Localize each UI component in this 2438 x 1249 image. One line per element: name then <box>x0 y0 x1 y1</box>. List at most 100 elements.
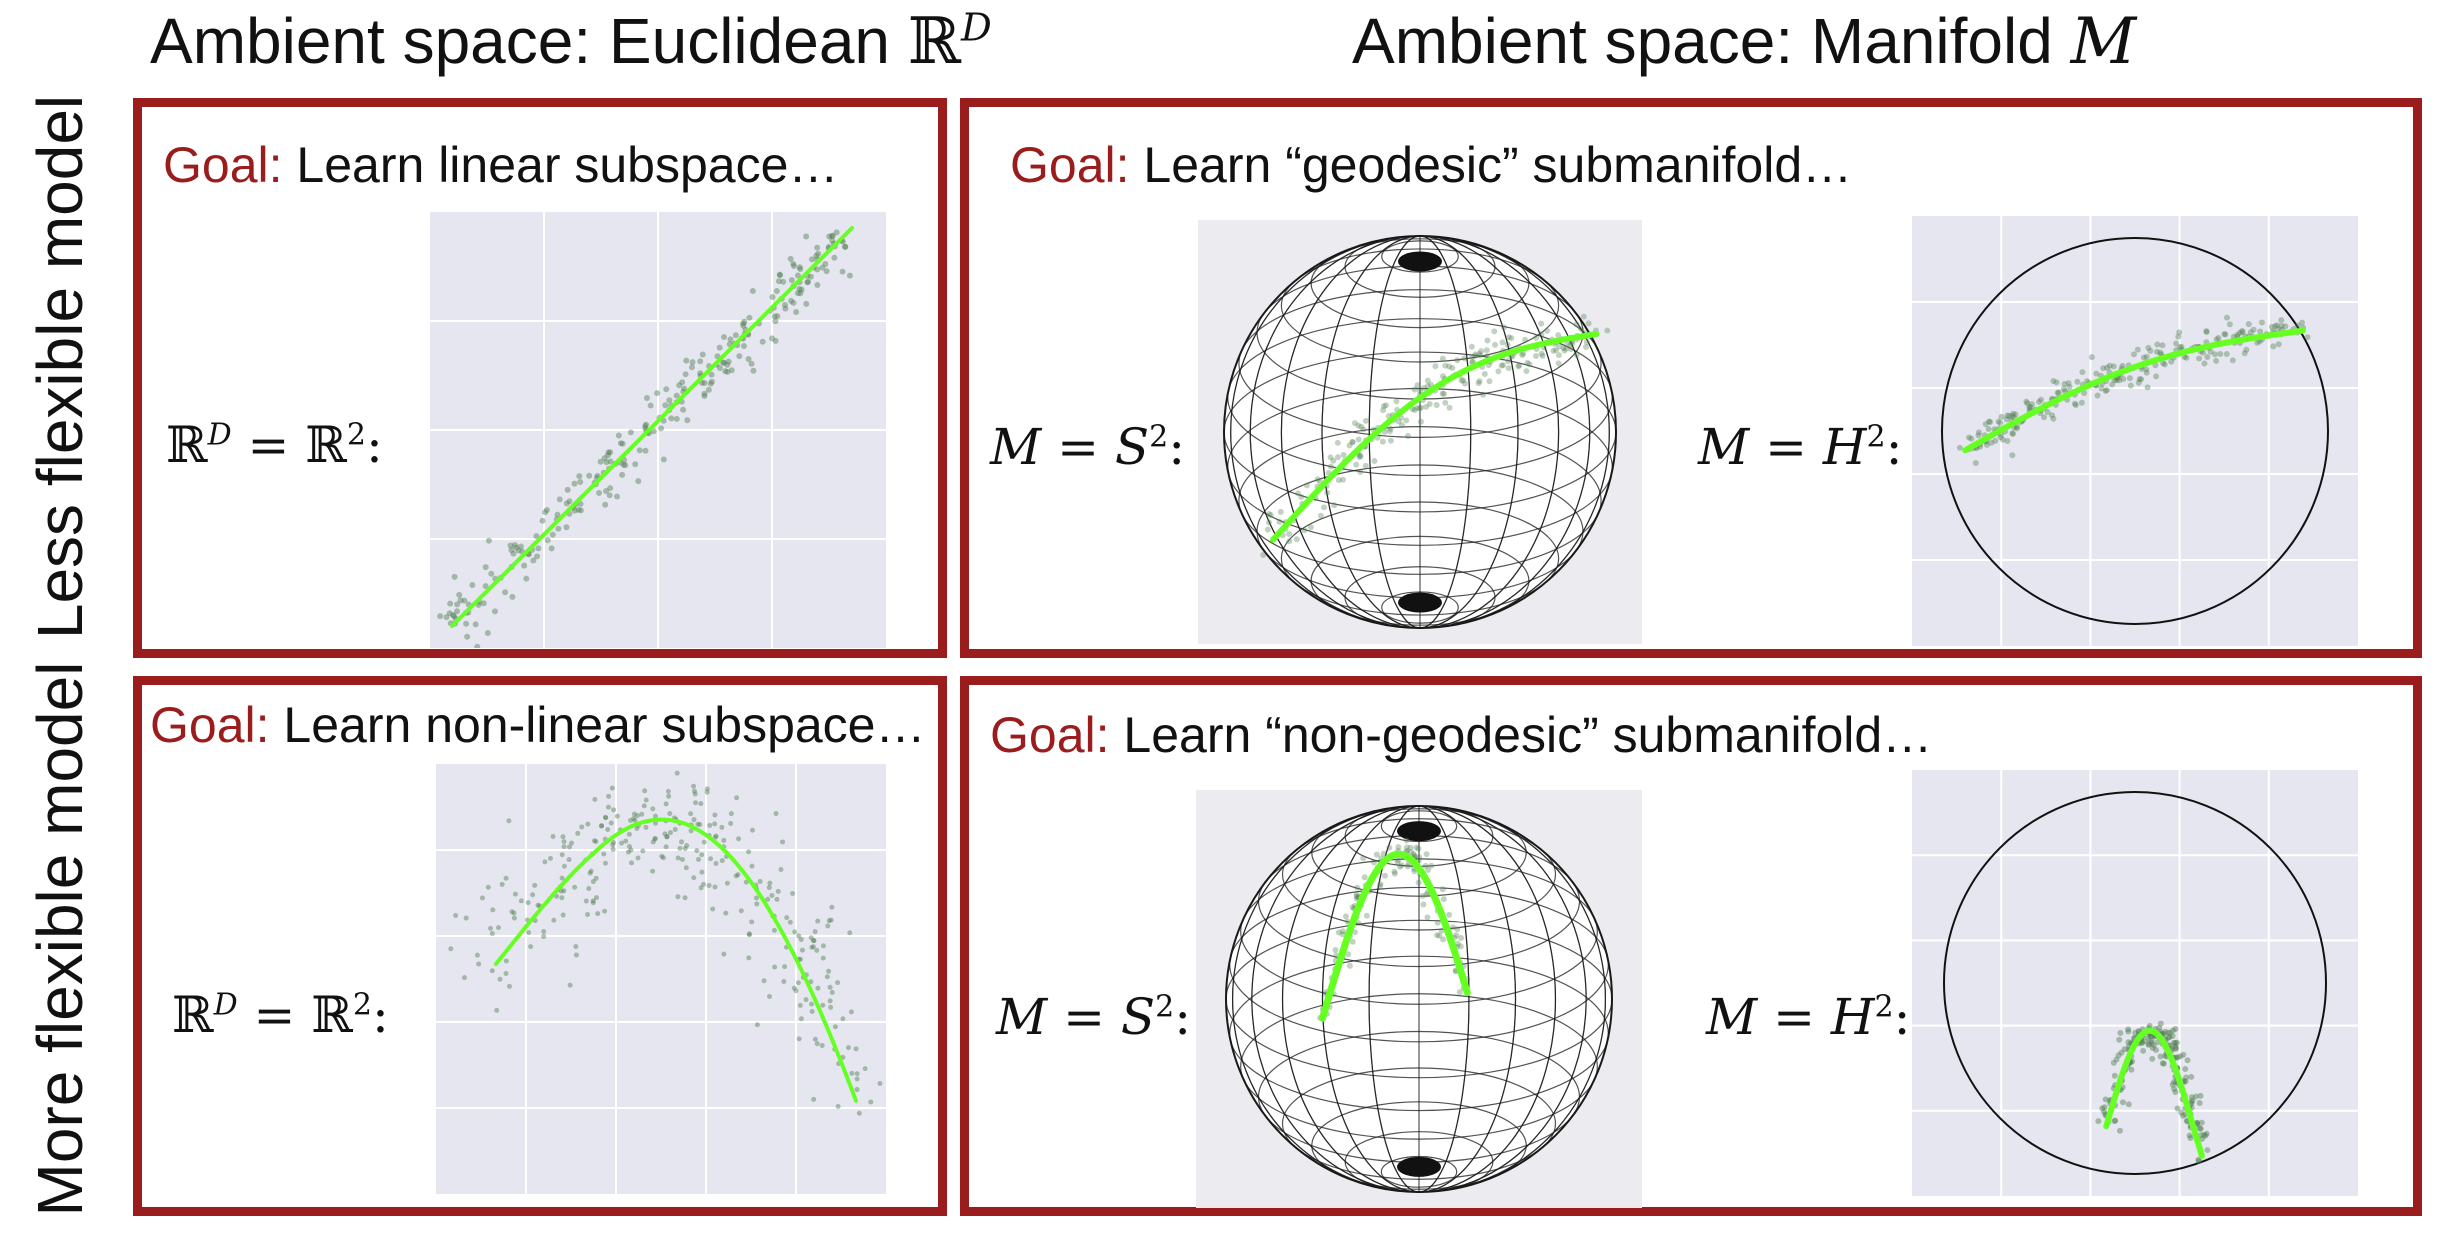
latitude-line <box>1227 387 1613 546</box>
scatter-point <box>1538 320 1545 327</box>
latitude-line <box>1380 1155 1458 1188</box>
scatter-point <box>619 440 626 447</box>
scatter-point <box>2222 331 2229 338</box>
scatter-point <box>521 562 528 569</box>
scatter-point <box>1556 343 1563 350</box>
scatter-point <box>1353 461 1360 468</box>
scatter-point <box>1363 912 1370 919</box>
scatter-point <box>2154 341 2161 348</box>
scatter-point <box>2234 331 2241 338</box>
scatter-point <box>746 314 753 321</box>
scatter-point <box>2194 1119 2201 1126</box>
scatter-point <box>754 901 760 907</box>
scatter-point <box>797 956 803 962</box>
scatter-point <box>1504 341 1511 348</box>
scatter-point <box>2125 1039 2132 1046</box>
scatter-point <box>1360 426 1367 433</box>
scatter-point <box>2117 1029 2124 1036</box>
scatter-point <box>2201 1131 2208 1138</box>
scatter-point <box>1356 454 1363 461</box>
scatter-point <box>675 855 681 861</box>
scatter-point <box>1446 363 1453 370</box>
scatter-point <box>1355 422 1362 429</box>
linear-fit-line <box>450 226 854 628</box>
scatter-point <box>854 1087 860 1093</box>
scatter-point <box>741 318 748 325</box>
scatter-point <box>456 591 463 598</box>
scatter-point <box>2138 1039 2145 1046</box>
scatter-point <box>1376 882 1383 889</box>
scatter-point <box>701 390 708 397</box>
scatter-point <box>1371 457 1378 464</box>
scatter-point <box>776 271 783 278</box>
scatter-point <box>749 919 755 925</box>
scatter-point <box>1410 850 1417 857</box>
scatter-point <box>815 918 821 924</box>
scatter-point <box>740 342 747 349</box>
scatter-point <box>577 507 584 514</box>
scatter-point <box>2111 1072 2118 1079</box>
scatter-point <box>2294 322 2301 329</box>
scatter-point <box>828 233 835 240</box>
scatter-point <box>668 415 675 422</box>
scatter-point <box>587 870 593 876</box>
scatter-point <box>2172 1045 2179 1052</box>
scatter-point <box>1449 924 1456 931</box>
scatter-point <box>847 930 853 936</box>
plot-background <box>1912 216 2358 646</box>
scatter-point <box>1965 434 1972 441</box>
scatter-point <box>566 844 572 850</box>
scatter-point <box>595 911 601 917</box>
scatter-point <box>676 382 683 389</box>
scatter-point <box>611 840 617 846</box>
scatter-point <box>1294 490 1301 497</box>
scatter-point <box>641 803 647 809</box>
scatter-point <box>677 845 683 851</box>
scatter-point <box>2145 1041 2152 1048</box>
scatter-point <box>1453 932 1460 939</box>
scatter-point <box>1968 435 1975 442</box>
scatter-point <box>1391 868 1398 875</box>
scatter-point <box>713 833 719 839</box>
scatter-point <box>643 395 650 402</box>
scatter-point <box>1355 436 1362 443</box>
scatter-point <box>829 989 835 995</box>
scatter-point <box>780 839 786 845</box>
scatter-point <box>2049 412 2056 419</box>
scatter-point <box>539 517 546 524</box>
scatter-point <box>650 839 656 845</box>
scatter-point <box>2149 1055 2156 1062</box>
scatter-point <box>1423 851 1430 858</box>
scatter-point <box>650 806 656 812</box>
scatter-point <box>679 379 686 386</box>
scatter-point <box>1555 332 1562 339</box>
scatter-point <box>2153 373 2160 380</box>
scatter-point <box>692 791 698 797</box>
scatter-point <box>526 929 532 935</box>
scatter-point <box>720 359 727 366</box>
scatter-point <box>761 978 767 984</box>
scatter-point <box>608 820 614 826</box>
scatter-point <box>796 933 802 939</box>
scatter-point <box>788 277 795 284</box>
scatter-point <box>1469 353 1476 360</box>
scatter-point <box>1538 350 1545 357</box>
scatter-point <box>2171 1085 2178 1092</box>
scatter-point <box>640 848 646 854</box>
scatter-point <box>597 458 604 465</box>
scatter-point <box>463 620 470 627</box>
scatter-point <box>2199 349 2206 356</box>
sphere-nongeodesic-plot <box>1196 790 1642 1208</box>
scatter-point <box>610 846 616 852</box>
scatter-point <box>1403 844 1410 851</box>
scatter-point <box>1454 926 1461 933</box>
scatter-point <box>1335 929 1342 936</box>
scatter-point <box>797 290 804 297</box>
scatter-point <box>488 925 494 931</box>
scatter-point <box>454 608 461 615</box>
scatter-point <box>736 353 743 360</box>
scatter-point <box>596 490 603 497</box>
scatter-point <box>748 360 755 367</box>
latitude-line <box>1281 818 1557 931</box>
scatter-point <box>2198 1132 2205 1139</box>
